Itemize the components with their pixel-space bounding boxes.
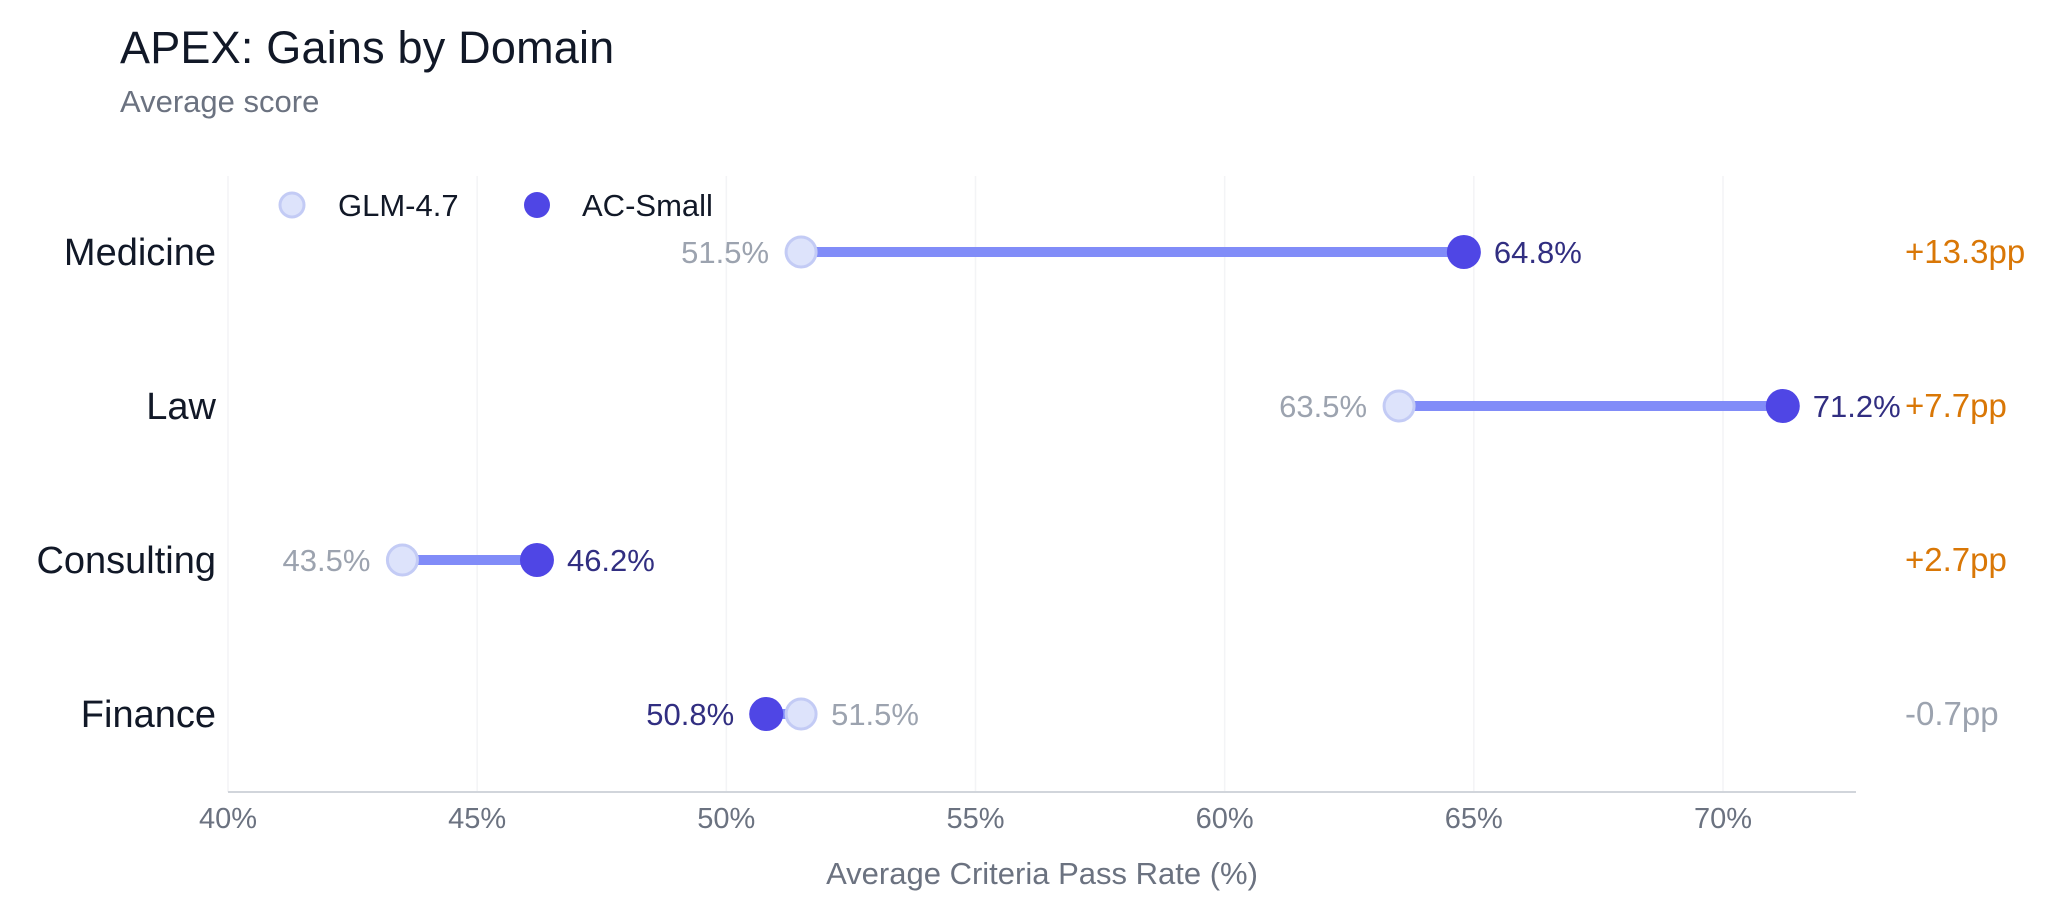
delta-label-consulting: +2.7pp: [1905, 541, 2007, 578]
row-consulting: Consulting 43.5% 46.2% +2.7pp: [36, 540, 2006, 582]
ac-small-value-label-medicine: 64.8%: [1494, 235, 1582, 270]
ac-small-value-label-law: 71.2%: [1813, 389, 1901, 424]
category-label-medicine: Medicine: [64, 232, 216, 274]
chart-rows: Medicine 51.5% 64.8% +13.3pp Law 63.5% 71.2% +7…: [36, 232, 2025, 736]
legend-glm-label: GLM-4.7: [338, 188, 459, 223]
delta-label-law: +7.7pp: [1905, 387, 2007, 424]
delta-label-medicine: +13.3pp: [1905, 233, 2025, 270]
ac-small-value-label-consulting: 46.2%: [567, 543, 655, 578]
ac-small-marker-consulting: [519, 543, 554, 577]
ac-small-marker-finance: [749, 697, 784, 731]
row-finance: Finance 51.5% 50.8% -0.7pp: [81, 694, 1999, 736]
glm-value-label-finance: 51.5%: [831, 697, 919, 732]
x-tick-label-70: 70%: [1694, 803, 1752, 835]
chart-title: APEX: Gains by Domain: [120, 22, 615, 73]
chart-subtitle: Average score: [120, 84, 320, 119]
category-label-consulting: Consulting: [36, 540, 216, 582]
ac-small-marker-law: [1765, 389, 1800, 423]
row-law: Law 63.5% 71.2% +7.7pp: [146, 386, 2007, 428]
glm-marker-medicine: [784, 235, 818, 269]
legend-ac-small-label: AC-Small: [582, 188, 713, 223]
glm-value-label-law: 63.5%: [1279, 389, 1367, 424]
row-medicine: Medicine 51.5% 64.8% +13.3pp: [64, 232, 2025, 274]
x-tick-label-40: 40%: [199, 803, 257, 835]
x-tick-label-45: 45%: [448, 803, 506, 835]
glm-marker-finance: [784, 697, 818, 731]
grid-lines: [227, 176, 1724, 792]
x-tick-label-65: 65%: [1445, 803, 1503, 835]
x-tick-label-55: 55%: [946, 803, 1004, 835]
x-axis-ticks: 40% 45% 50% 55% 60% 65% 70%: [199, 803, 1752, 835]
glm-value-label-consulting: 43.5%: [283, 543, 371, 578]
category-label-law: Law: [146, 386, 216, 428]
legend: GLM-4.7 AC-Small: [278, 188, 713, 223]
glm-marker-consulting: [385, 543, 419, 577]
category-label-finance: Finance: [81, 694, 216, 736]
legend-ac-small-marker: [524, 192, 550, 218]
glm-value-label-medicine: 51.5%: [681, 235, 769, 270]
glm-marker-law: [1382, 389, 1416, 423]
ac-small-marker-medicine: [1446, 235, 1481, 269]
legend-glm-marker: [278, 191, 306, 219]
delta-label-finance: -0.7pp: [1905, 695, 1999, 732]
x-tick-label-60: 60%: [1196, 803, 1254, 835]
x-tick-label-50: 50%: [697, 803, 755, 835]
x-axis-title: Average Criteria Pass Rate (%): [826, 856, 1258, 891]
ac-small-value-label-finance: 50.8%: [646, 697, 734, 732]
